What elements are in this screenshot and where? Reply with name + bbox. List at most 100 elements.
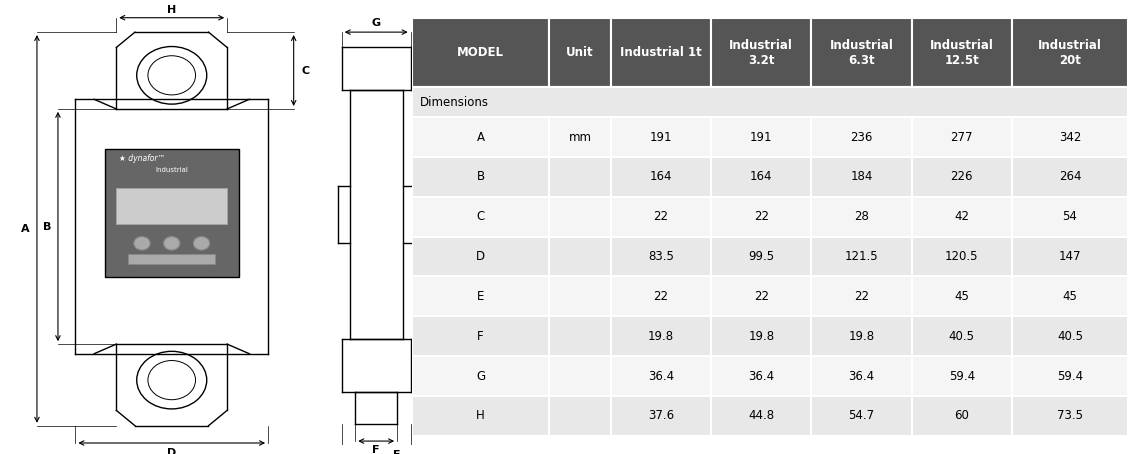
Bar [711,117,811,157]
Bar [911,237,1012,276]
Bar [1012,18,1128,87]
Text: Industrial
6.3t: Industrial 6.3t [829,39,893,67]
Text: E: E [393,449,400,454]
Text: 164: 164 [650,170,672,183]
Text: 277: 277 [951,131,973,143]
Text: 236: 236 [851,131,873,143]
Text: 120.5: 120.5 [945,250,979,263]
Text: B: B [476,170,485,183]
Bar [412,87,1128,117]
Text: C: C [476,210,485,223]
Bar [412,276,549,316]
Bar [549,396,611,436]
Text: 22: 22 [754,290,769,303]
Text: 342: 342 [1059,131,1081,143]
Bar [911,356,1012,396]
Bar [549,237,611,276]
Text: 19.8: 19.8 [848,330,874,343]
Text: 36.4: 36.4 [748,370,774,383]
Bar [611,197,711,237]
Text: mm: mm [569,131,591,143]
Text: C: C [301,65,309,75]
Text: B: B [43,222,52,232]
Bar [911,18,1012,87]
Bar [911,117,1012,157]
Text: 54: 54 [1063,210,1077,223]
Text: 45: 45 [954,290,969,303]
Bar [611,18,711,87]
Bar [549,276,611,316]
Bar [412,197,549,237]
Text: 191: 191 [650,131,672,143]
Bar [811,117,911,157]
Text: F: F [372,445,380,454]
Bar [811,237,911,276]
Text: 36.4: 36.4 [647,370,675,383]
Bar [549,356,611,396]
Text: Unit: Unit [566,46,593,59]
Bar [1012,396,1128,436]
Text: ★ dynafor™: ★ dynafor™ [118,154,165,163]
Text: 40.5: 40.5 [1057,330,1083,343]
Bar [611,237,711,276]
Bar [911,197,1012,237]
Bar [412,117,549,157]
Text: A: A [476,131,485,143]
Bar [811,197,911,237]
Bar [611,157,711,197]
Text: 147: 147 [1059,250,1082,263]
Text: H: H [167,5,176,15]
Text: A: A [21,224,29,234]
Text: 22: 22 [653,210,669,223]
Bar [811,396,911,436]
Bar [711,396,811,436]
Bar [811,316,911,356]
Circle shape [164,237,179,250]
Bar [1012,276,1128,316]
Text: 22: 22 [653,290,669,303]
Text: 264: 264 [1059,170,1082,183]
Text: F: F [477,330,484,343]
Text: D: D [167,448,176,454]
Text: D: D [476,250,485,263]
Bar [1012,237,1128,276]
Bar [811,18,911,87]
Bar [811,356,911,396]
Text: 44.8: 44.8 [748,410,774,422]
Text: 121.5: 121.5 [845,250,879,263]
Bar [711,237,811,276]
Text: 59.4: 59.4 [1057,370,1083,383]
Bar [1012,197,1128,237]
Bar [611,117,711,157]
Text: 99.5: 99.5 [748,250,774,263]
Bar [412,18,549,87]
Text: 226: 226 [951,170,973,183]
Text: 59.4: 59.4 [949,370,975,383]
Text: 28: 28 [854,210,869,223]
Bar [911,157,1012,197]
Text: Industrial
12.5t: Industrial 12.5t [929,39,994,67]
Bar [105,149,239,277]
Text: 191: 191 [750,131,773,143]
Bar [911,316,1012,356]
Text: MODEL: MODEL [457,46,504,59]
Text: Industrial: Industrial [156,168,188,173]
Text: 22: 22 [754,210,769,223]
Text: 22: 22 [854,290,869,303]
Text: G: G [476,370,485,383]
Text: 42: 42 [954,210,969,223]
Text: Industrial 1t: Industrial 1t [620,46,702,59]
Bar [1012,157,1128,197]
Bar [549,117,611,157]
Bar [611,356,711,396]
Text: 184: 184 [851,170,873,183]
Bar [549,18,611,87]
Text: 45: 45 [1063,290,1077,303]
Text: 54.7: 54.7 [848,410,874,422]
Text: 60: 60 [954,410,969,422]
Bar [1012,117,1128,157]
Bar [611,276,711,316]
Text: 37.6: 37.6 [647,410,675,422]
Text: H: H [476,410,485,422]
Text: G: G [371,18,381,28]
